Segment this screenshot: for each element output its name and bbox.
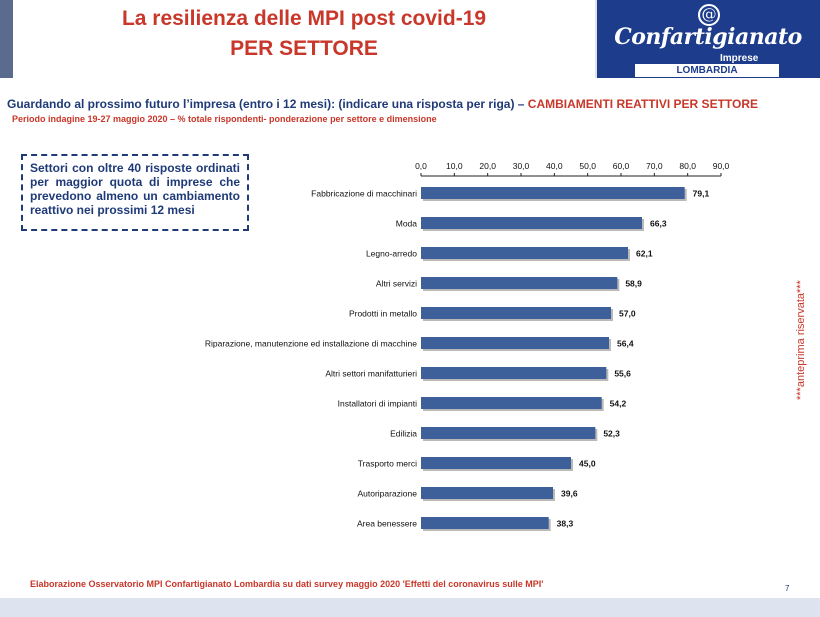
- value-label: 57,0: [619, 309, 636, 319]
- note-box: Settori con oltre 40 risposte ordinati p…: [21, 154, 249, 231]
- bar: [421, 367, 607, 379]
- footer-band: [0, 598, 820, 617]
- category-label: Area benessere: [357, 519, 417, 529]
- value-label: 66,3: [650, 219, 667, 229]
- bar: [421, 517, 549, 529]
- category-label: Trasporto merci: [358, 459, 417, 469]
- page-number: 7: [785, 584, 790, 593]
- bar: [421, 457, 571, 469]
- footer-source: Elaborazione Osservatorio MPI Confartigi…: [30, 579, 544, 589]
- page-title: La resilienza delle MPI post covid-19: [121, 7, 487, 30]
- value-label: 79,1: [693, 189, 710, 199]
- logo-name: Confartigianato: [614, 24, 802, 50]
- bar: [421, 307, 611, 319]
- bar: [421, 217, 642, 229]
- category-label: Prodotti in metallo: [349, 309, 417, 319]
- category-label: Moda: [396, 219, 418, 229]
- title-area: La resilienza delle MPI post covid-19 PE…: [13, 0, 595, 78]
- logo-sub: Imprese: [720, 53, 759, 64]
- category-label: Installatori di impianti: [338, 399, 417, 409]
- category-label: Legno-arredo: [366, 249, 417, 259]
- category-label: Autoriparazione: [357, 489, 417, 499]
- x-tick-label: 70,0: [646, 161, 663, 171]
- question-text: Guardando al prossimo futuro l’impresa (…: [7, 97, 528, 111]
- x-tick-label: 60,0: [613, 161, 630, 171]
- logo-region: LOMBARDIA: [635, 64, 779, 77]
- x-tick-label: 40,0: [546, 161, 563, 171]
- x-tick-label: 30,0: [513, 161, 530, 171]
- question-topic: CAMBIAMENTI REATTIVI PER SETTORE: [527, 97, 759, 111]
- x-tick-label: 10,0: [446, 161, 463, 171]
- x-tick-label: 50,0: [579, 161, 596, 171]
- value-label: 45,0: [579, 459, 596, 469]
- value-label: 39,6: [561, 489, 578, 499]
- bars: Fabbricazione di macchinari 79,1 Moda 66,3 L…: [205, 187, 710, 531]
- bar: [421, 487, 553, 499]
- bar: [421, 427, 596, 439]
- chart-question: Guardando al prossimo futuro l’impresa (…: [7, 97, 758, 111]
- value-label: 62,1: [636, 249, 653, 259]
- category-label: Fabbricazione di macchinari: [311, 189, 417, 199]
- value-label: 52,3: [603, 429, 620, 439]
- x-tick-label: 80,0: [679, 161, 696, 171]
- bar: [421, 397, 602, 409]
- value-label: 56,4: [617, 339, 634, 349]
- x-tick-label: 0,0: [415, 161, 427, 171]
- bar: [421, 337, 609, 349]
- survey-period: Periodo indagine 19-27 maggio 2020 – % t…: [12, 114, 437, 124]
- value-label: 54,2: [610, 399, 627, 409]
- bar: [421, 277, 618, 289]
- value-label: 58,9: [625, 279, 642, 289]
- category-label: Edilizia: [390, 429, 417, 439]
- logo-at-icon: @: [698, 4, 720, 26]
- x-tick-label: 20,0: [479, 161, 496, 171]
- value-label: 55,6: [614, 369, 631, 379]
- x-axis: 0,0 10,0 20,0 30,0 40,0 50,0 60,0 70,0 80,0 90,0: [415, 161, 730, 177]
- bar: [421, 187, 685, 199]
- page-title-line2: PER SETTORE: [230, 37, 378, 60]
- header-left-strip: [0, 0, 13, 78]
- bar: [421, 247, 628, 259]
- value-label: 38,3: [557, 519, 574, 529]
- category-label: Altri settori manifatturieri: [325, 369, 417, 379]
- x-tick-label: 90,0: [713, 161, 730, 171]
- side-note: ***anteprima riservata***: [795, 280, 807, 400]
- category-label: Altri servizi: [376, 279, 417, 289]
- category-label: Riparazione, manutenzione ed installazio…: [205, 339, 417, 349]
